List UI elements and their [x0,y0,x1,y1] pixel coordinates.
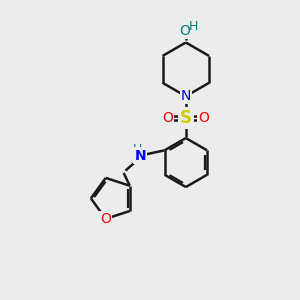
Text: N: N [181,89,191,103]
Text: O: O [100,212,111,226]
Text: N: N [134,149,146,163]
Text: H: H [189,20,199,33]
Text: H: H [133,142,142,156]
Text: O: O [179,25,190,38]
Text: O: O [163,111,173,125]
Text: O: O [198,111,209,125]
Text: S: S [180,109,192,127]
